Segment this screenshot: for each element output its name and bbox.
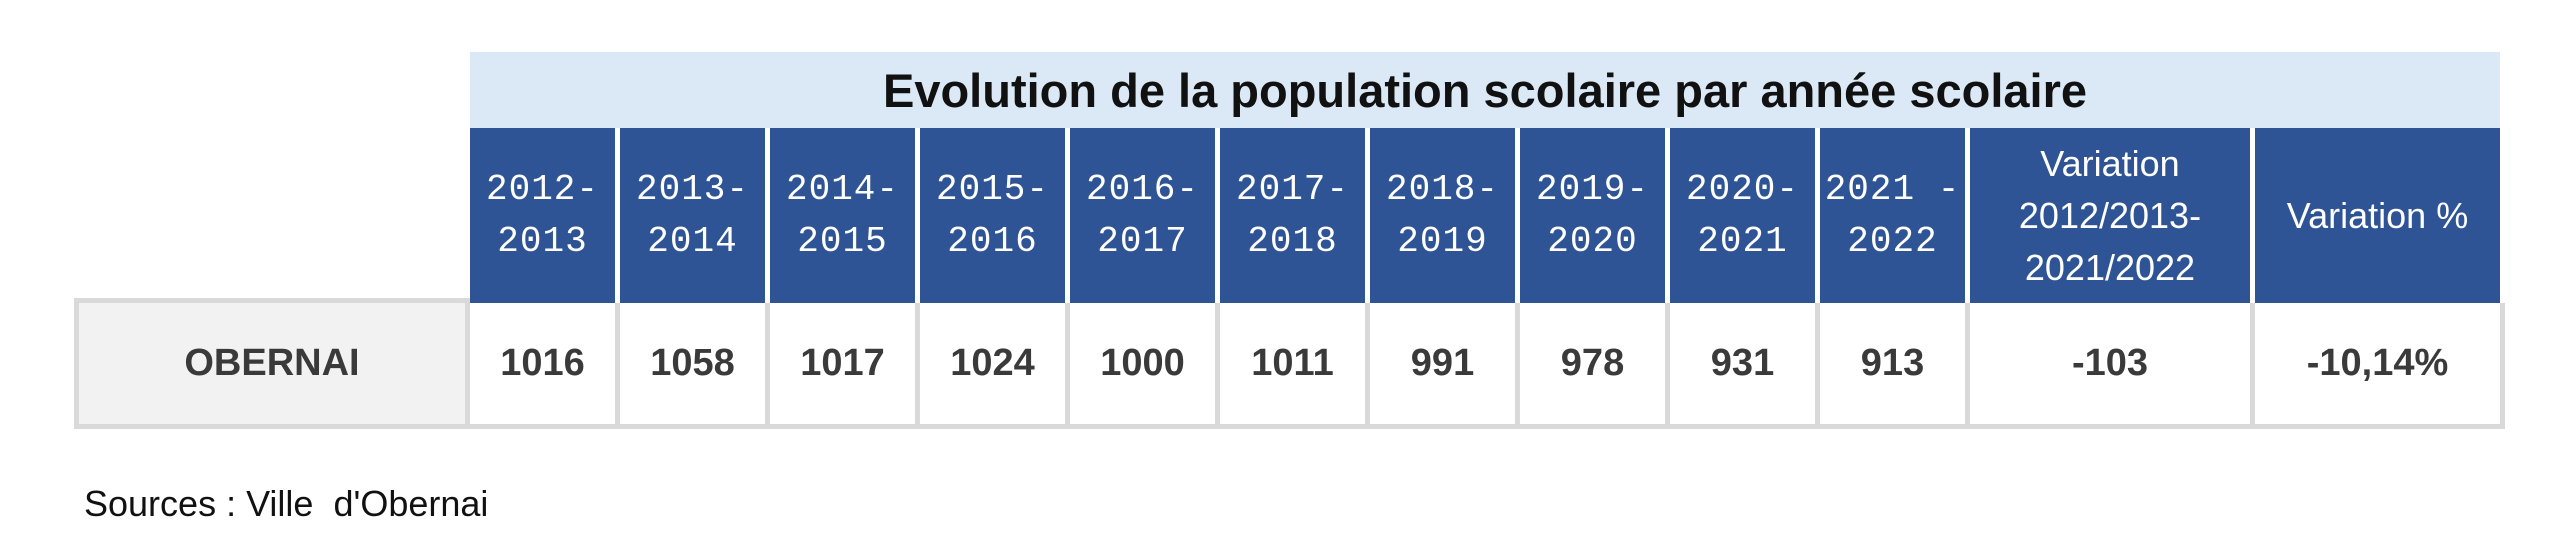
- value-2015-2016: 1024: [920, 303, 1070, 424]
- value-2021-2022: 913: [1820, 303, 1970, 424]
- value-2019-2020: 978: [1520, 303, 1670, 424]
- variation-header: Variation 2012/2013- 2021/2022: [1970, 128, 2255, 303]
- table-row: 1016 1058 1017 1024 1000 1011 991 978 93…: [470, 303, 2505, 429]
- year-header-2013-2014: 2013- 2014: [620, 128, 770, 303]
- value-2014-2015: 1017: [770, 303, 920, 424]
- year-header-2019-2020: 2019- 2020: [1520, 128, 1670, 303]
- year-header-2014-2015: 2014- 2015: [770, 128, 920, 303]
- sources-note: Sources : Ville d'Obernai: [84, 483, 489, 524]
- year-header-2012-2013: 2012- 2013: [470, 128, 620, 303]
- table-title: Evolution de la population scolaire par …: [470, 52, 2500, 128]
- variation-value: -103: [1970, 303, 2255, 424]
- year-header-2017-2018: 2017- 2018: [1220, 128, 1370, 303]
- value-2013-2014: 1058: [620, 303, 770, 424]
- value-2017-2018: 1011: [1220, 303, 1370, 424]
- value-2020-2021: 931: [1670, 303, 1820, 424]
- value-2016-2017: 1000: [1070, 303, 1220, 424]
- variation-pct-value: -10,14%: [2255, 303, 2500, 424]
- value-2012-2013: 1016: [470, 303, 620, 424]
- variation-pct-header: Variation %: [2255, 128, 2500, 303]
- header-row: 2012- 2013 2013- 2014 2014- 2015 2015- 2…: [470, 128, 2500, 303]
- value-2018-2019: 991: [1370, 303, 1520, 424]
- year-header-2015-2016: 2015- 2016: [920, 128, 1070, 303]
- year-header-2021-2022: 2021 - 2022: [1820, 128, 1970, 303]
- row-label-obernai: OBERNAI: [74, 298, 470, 429]
- year-header-2020-2021: 2020- 2021: [1670, 128, 1820, 303]
- year-header-2018-2019: 2018- 2019: [1370, 128, 1520, 303]
- year-header-2016-2017: 2016- 2017: [1070, 128, 1220, 303]
